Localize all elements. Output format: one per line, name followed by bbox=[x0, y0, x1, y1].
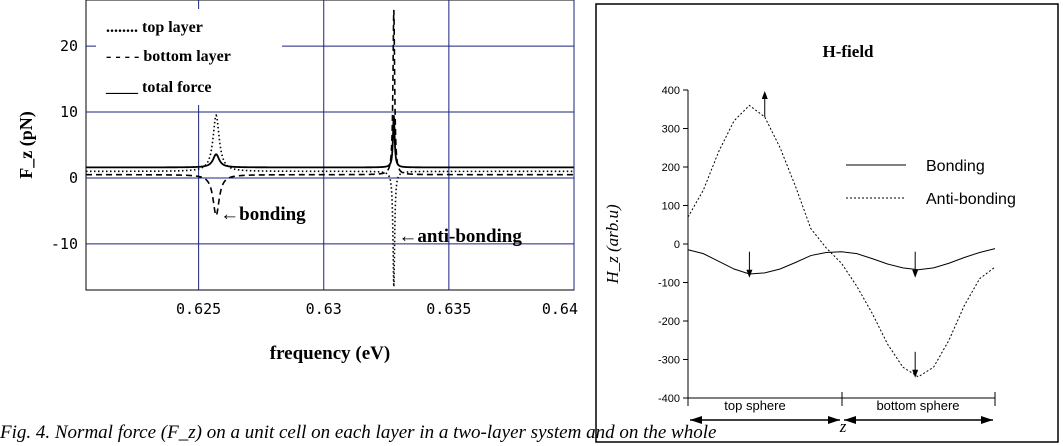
left-x-tick-label: 0.63 bbox=[306, 300, 342, 318]
legend-entry-top-layer: ........ top layer bbox=[106, 19, 203, 36]
left-y-tick-label: -10 bbox=[51, 235, 78, 253]
right-chart: H-field -400 -300 -200 -100 0 100 200 300 400 H_… bbox=[595, 3, 1059, 443]
right-y-tick-label: 100 bbox=[662, 201, 680, 213]
right-y-tick-label: 300 bbox=[662, 124, 680, 136]
left-x-tick-label: 0.625 bbox=[176, 300, 221, 318]
figure-caption: Fig. 4. Normal force (F_z) on a unit cel… bbox=[0, 422, 716, 443]
curve-bottom-layer bbox=[86, 9, 574, 217]
annotation-anti-bonding: ←anti-bonding bbox=[398, 226, 522, 247]
right-y-tick-label: 0 bbox=[674, 239, 680, 251]
legend-entry-anti-bonding: Anti-bonding bbox=[926, 191, 1016, 208]
field-arrow-head bbox=[746, 269, 753, 278]
left-y-axis-label: F_z (pN) bbox=[16, 111, 37, 178]
left-x-axis-label: frequency (eV) bbox=[270, 343, 390, 364]
left-curves bbox=[86, 9, 574, 287]
curve-total-force bbox=[86, 115, 574, 169]
region-label-bottom-sphere: bottom sphere bbox=[876, 398, 959, 413]
right-x-axis-label: z bbox=[839, 417, 847, 436]
right-y-tick-label: 200 bbox=[662, 162, 680, 174]
region-markers bbox=[687, 392, 996, 424]
curve-top-layer bbox=[86, 113, 574, 287]
left-x-tick-labels: 0.625 0.63 0.635 0.64 bbox=[176, 300, 578, 318]
right-y-tick-label: -200 bbox=[658, 316, 680, 328]
right-curves bbox=[687, 104, 996, 378]
field-arrow-head bbox=[761, 90, 768, 99]
left-x-tick-label: 0.64 bbox=[542, 300, 578, 318]
left-y-tick-labels: -10 0 10 20 bbox=[51, 37, 78, 253]
left-x-tick-label: 0.635 bbox=[426, 300, 471, 318]
left-legend-background bbox=[96, 9, 282, 105]
region-label-top-sphere: top sphere bbox=[724, 398, 785, 413]
right-y-tick-label: 400 bbox=[662, 85, 680, 97]
left-y-tick-label: 10 bbox=[60, 103, 78, 121]
legend-entry-total-force: ____ total force bbox=[105, 79, 211, 96]
left-y-tick-label: 0 bbox=[69, 169, 78, 187]
left-y-tick-label: 20 bbox=[60, 37, 78, 55]
legend-entry-bonding: Bonding bbox=[926, 158, 985, 175]
right-chart-title: H-field bbox=[823, 42, 875, 61]
right-y-tick-label: -300 bbox=[658, 355, 680, 367]
right-y-ticks: -400 -300 -200 -100 0 100 200 300 400 bbox=[658, 85, 688, 405]
right-y-axis-label: H_z (arb.u) bbox=[603, 204, 622, 285]
left-chart: -10 0 10 20 0.625 0.63 0.635 0.64 F_z (pN) fre… bbox=[16, 0, 578, 364]
right-y-tick-label: -100 bbox=[658, 278, 680, 290]
curve-anti-bonding bbox=[687, 104, 996, 378]
right-y-tick-label: -400 bbox=[658, 393, 680, 405]
field-arrow-head bbox=[912, 369, 919, 378]
field-arrow-head bbox=[912, 269, 919, 278]
right-field-arrows bbox=[746, 90, 919, 378]
legend-entry-bottom-layer: - - - - bottom layer bbox=[106, 48, 231, 65]
right-figure-border bbox=[595, 3, 1059, 443]
annotation-bonding: ←bonding bbox=[220, 204, 306, 225]
curve-bonding bbox=[687, 248, 996, 275]
